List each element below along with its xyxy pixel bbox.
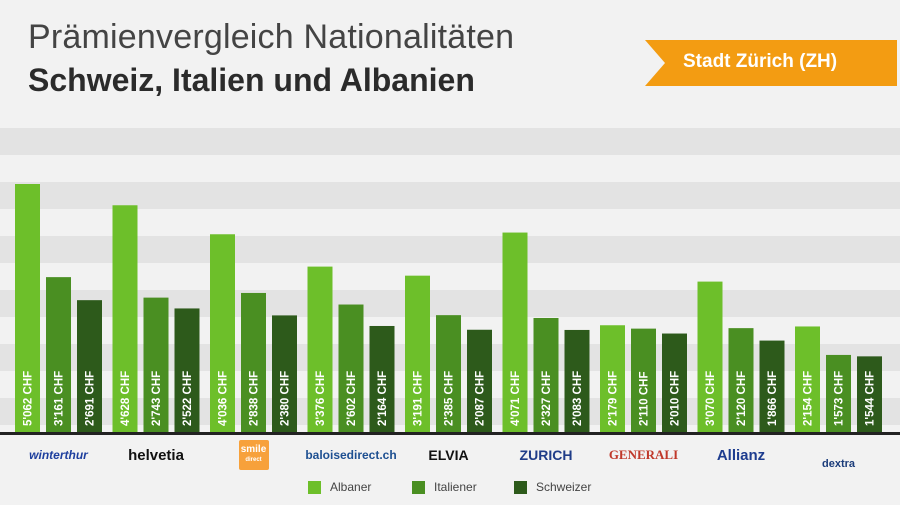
bar-value-label: 3'070 CHF — [705, 371, 717, 426]
bar-value-label: 2'838 CHF — [249, 371, 261, 426]
bar-albaner-1 — [112, 205, 138, 432]
legend-label-albaner: Albaner — [330, 480, 372, 494]
bar-value-label: 2'179 CHF — [608, 371, 620, 426]
bar-schweizer-5 — [564, 329, 590, 432]
bar-value-label: 2'602 CHF — [346, 371, 358, 426]
bar-schweizer-2 — [272, 315, 297, 432]
bar-value-label: 3'191 CHF — [413, 371, 425, 426]
bar-value-label: 2'327 CHF — [541, 371, 553, 426]
grid-stripe — [0, 182, 900, 209]
bar-italiener-4 — [436, 315, 461, 432]
bar-value-label: 2'087 CHF — [475, 371, 487, 426]
location-badge-label: Stadt Zürich (ZH) — [683, 51, 838, 72]
bar-italiener-5 — [533, 317, 559, 432]
bar-value-label: 4'628 CHF — [120, 371, 132, 426]
bar-schweizer-0 — [77, 300, 102, 432]
bar-value-label: 2'110 CHF — [639, 371, 651, 426]
baloise-logo: baloisedirect.ch — [305, 448, 397, 462]
bar-schweizer-8 — [857, 356, 882, 432]
bar-value-label: 2'380 CHF — [280, 371, 292, 426]
bar-schweizer-6 — [662, 333, 687, 432]
bar-italiener-8 — [826, 354, 851, 432]
bar-albaner-7 — [697, 281, 723, 432]
chart-subtitle: Schweiz, Italien und Albanien — [28, 62, 475, 98]
bar-albaner-4 — [405, 275, 430, 432]
location-badge: Stadt Zürich (ZH) — [645, 40, 897, 86]
bar-value-label: 2'083 CHF — [572, 371, 584, 426]
bar-value-label: 2'120 CHF — [736, 371, 748, 426]
bar-value-label: 5'062 CHF — [23, 371, 35, 426]
chart-legend: Albaner Italiener Schweizer — [0, 480, 900, 500]
bar-albaner-5 — [502, 232, 528, 432]
zurich-logo: ZURICH — [519, 447, 573, 463]
bar-italiener-7 — [728, 328, 754, 432]
bar-value-label: 2'385 CHF — [444, 371, 456, 426]
smile-direct-logo: smile direct — [206, 440, 302, 470]
bar-italiener-1 — [143, 297, 169, 432]
bar-chart: 5'062 CHF 3'161 CHF 2'691 CHF 4'628 CHF 2'74… — [0, 128, 900, 435]
chart-title: Prämienvergleich Nationalitäten — [28, 18, 515, 56]
legend-swatch-italiener — [412, 480, 425, 494]
allianz-logo: Allianz — [716, 446, 766, 464]
legend-label-italiener: Italiener — [434, 480, 477, 494]
grid-stripe — [0, 236, 900, 263]
bar-schweizer-7 — [759, 340, 785, 432]
grid-stripe — [0, 155, 900, 182]
bar-value-label: 2'522 CHF — [182, 371, 194, 426]
grid-stripe — [0, 263, 900, 290]
legend-swatch-schweizer — [514, 480, 527, 494]
bar-albaner-3 — [307, 266, 333, 432]
bar-value-label: 4'071 CHF — [510, 371, 522, 426]
bar-schweizer-1 — [174, 308, 200, 432]
elvia-logo: ELVIA — [428, 447, 469, 463]
badge-arrow-shape — [645, 40, 897, 86]
bar-italiener-2 — [241, 292, 266, 432]
axa-winterthur-logo: winterthur — [29, 448, 88, 462]
bar-value-label: 4'036 CHF — [218, 371, 230, 426]
bar-value-label: 2'691 CHF — [85, 371, 97, 426]
bar-italiener-0 — [46, 277, 71, 432]
dextra-logo: dextra — [821, 458, 856, 470]
legend-item-italiener: Italiener — [412, 480, 477, 494]
legend-label-schweizer: Schweizer — [536, 480, 592, 494]
bar-italiener-3 — [338, 304, 364, 432]
bar-value-label: 2'154 CHF — [803, 371, 815, 426]
bar-albaner-0 — [15, 184, 40, 432]
legend-item-albaner: Albaner — [308, 480, 371, 494]
x-axis-baseline — [0, 432, 900, 435]
bar-value-label: 1'866 CHF — [767, 371, 779, 426]
helvetia-logo: helvetia — [128, 446, 184, 464]
bar-value-label: 2'743 CHF — [151, 371, 163, 426]
bar-albaner-2 — [210, 234, 235, 432]
legend-swatch-albaner — [308, 480, 321, 494]
bar-value-label: 2'010 CHF — [670, 371, 682, 426]
bar-value-label: 1'573 CHF — [834, 371, 846, 426]
bar-schweizer-4 — [467, 329, 492, 432]
bar-albaner-8 — [795, 326, 820, 432]
bar-value-label: 3'161 CHF — [54, 371, 66, 426]
grid-stripe — [0, 128, 900, 155]
bar-value-label: 2'164 CHF — [377, 371, 389, 426]
legend-item-schweizer: Schweizer — [514, 480, 591, 494]
bar-albaner-6 — [600, 325, 625, 432]
grid-stripe — [0, 209, 900, 236]
bar-schweizer-3 — [369, 325, 395, 432]
bar-italiener-6 — [631, 328, 656, 432]
bar-value-label: 1'544 CHF — [865, 371, 877, 426]
generali-logo: GENERALI — [608, 447, 679, 462]
bar-value-label: 3'376 CHF — [315, 371, 327, 426]
